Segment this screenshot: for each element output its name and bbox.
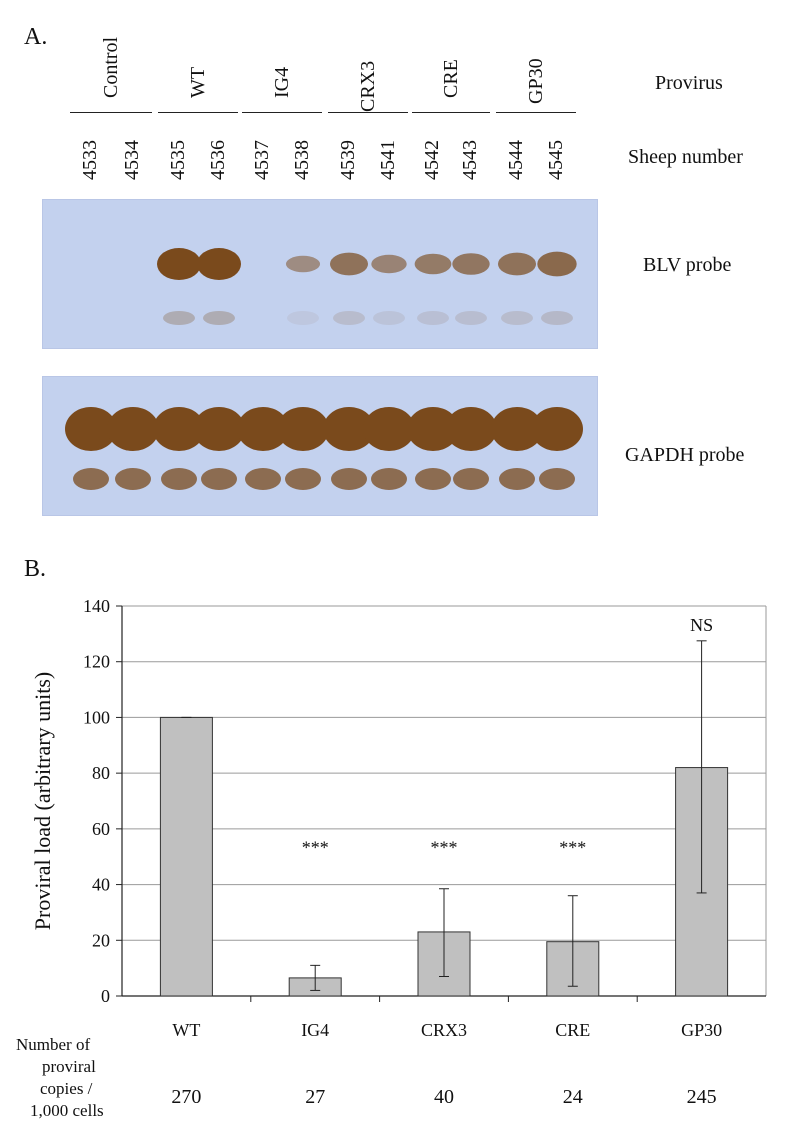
gapdh-band-lower xyxy=(73,468,109,490)
x-tick-label: IG4 xyxy=(301,1020,329,1040)
gapdh-band xyxy=(237,407,289,451)
gapdh-band-lower xyxy=(115,468,151,490)
blv-blot-image xyxy=(42,199,598,349)
gapdh-band xyxy=(153,407,205,451)
copies-value: 24 xyxy=(562,1086,583,1108)
blv-band xyxy=(285,255,321,273)
gapdh-probe-label: GAPDH probe xyxy=(625,444,745,466)
x-tick-label: GP30 xyxy=(681,1020,722,1040)
gapdh-band-lower xyxy=(539,468,575,490)
blv-band xyxy=(197,248,241,280)
copies-label-line-4: 1,000 cells xyxy=(30,1101,104,1120)
gapdh-band xyxy=(65,407,117,451)
x-tick-label: CRX3 xyxy=(421,1020,467,1040)
copies-label-line-3: copies / xyxy=(40,1079,93,1098)
gapdh-band-lower xyxy=(453,468,489,490)
blv-band-lower xyxy=(373,311,405,325)
gapdh-band xyxy=(491,407,543,451)
gapdh-band-lower xyxy=(499,468,535,490)
gapdh-blot-image xyxy=(42,376,598,516)
blv-band xyxy=(537,251,577,277)
copies-value: 270 xyxy=(171,1086,202,1108)
provirus-row-label: Provirus xyxy=(655,72,723,94)
gapdh-band xyxy=(363,407,415,451)
gapdh-band-lower xyxy=(371,468,407,490)
y-axis-label: Proviral load (arbitrary units) xyxy=(30,672,55,930)
sheep-number-row-label: Sheep number xyxy=(628,146,743,168)
y-tick-label: 100 xyxy=(83,707,110,727)
gapdh-band-lower xyxy=(415,468,451,490)
blv-band-lower xyxy=(541,311,573,325)
blv-band xyxy=(157,248,201,280)
y-tick-label: 20 xyxy=(92,930,110,950)
provirus-group-underline xyxy=(70,112,152,113)
copies-label-line-2: proviral xyxy=(42,1057,96,1076)
provirus-group-underline xyxy=(496,112,576,113)
gapdh-band-lower xyxy=(161,468,197,490)
panel-b-label: B. xyxy=(24,556,47,582)
significance-label: *** xyxy=(559,838,586,858)
bar-wt xyxy=(159,716,213,997)
copies-label-line-1: Number of xyxy=(16,1035,91,1054)
gapdh-band xyxy=(107,407,159,451)
blv-band xyxy=(497,252,537,276)
y-tick-label: 80 xyxy=(92,763,110,783)
blv-band-lower xyxy=(333,311,365,325)
blv-band-lower xyxy=(455,311,487,325)
provirus-group-underline xyxy=(328,112,408,113)
gapdh-band xyxy=(407,407,459,451)
blv-band-lower xyxy=(287,311,319,325)
blv-band xyxy=(371,254,407,274)
provirus-group-underline xyxy=(242,112,322,113)
blv-band-lower xyxy=(417,311,449,325)
provirus-group-underline xyxy=(158,112,238,113)
copies-value: 245 xyxy=(686,1086,717,1108)
y-tick-label: 140 xyxy=(83,596,110,616)
blv-probe-label: BLV probe xyxy=(643,254,732,276)
blv-band xyxy=(414,253,452,275)
blv-band-lower xyxy=(163,311,195,325)
blv-band-lower xyxy=(501,311,533,325)
significance-label: *** xyxy=(302,838,329,858)
significance-label: *** xyxy=(431,838,458,858)
blv-band-lower xyxy=(203,311,235,325)
x-tick-label: CRE xyxy=(555,1020,590,1040)
provirus-group-underline xyxy=(412,112,490,113)
y-tick-label: 120 xyxy=(83,652,110,672)
gapdh-band xyxy=(277,407,329,451)
copies-value: 40 xyxy=(434,1086,454,1108)
gapdh-band xyxy=(445,407,497,451)
gapdh-band-lower xyxy=(331,468,367,490)
gapdh-band-lower xyxy=(285,468,321,490)
gapdh-band xyxy=(323,407,375,451)
blv-band xyxy=(329,252,369,276)
panel-a-label: A. xyxy=(24,24,48,50)
y-tick-label: 0 xyxy=(101,986,110,1006)
gapdh-band-lower xyxy=(201,468,237,490)
gapdh-band-lower xyxy=(245,468,281,490)
copies-value: 27 xyxy=(305,1086,326,1108)
y-tick-label: 60 xyxy=(92,819,110,839)
copies-row-label: Number of proviral copies / 1,000 cells xyxy=(16,1034,104,1122)
y-tick-label: 40 xyxy=(92,875,110,895)
x-tick-label: WT xyxy=(172,1020,200,1040)
gapdh-band xyxy=(193,407,245,451)
blv-band xyxy=(452,253,490,275)
gapdh-band xyxy=(531,407,583,451)
blot-background xyxy=(43,200,597,348)
significance-label: NS xyxy=(690,615,713,635)
